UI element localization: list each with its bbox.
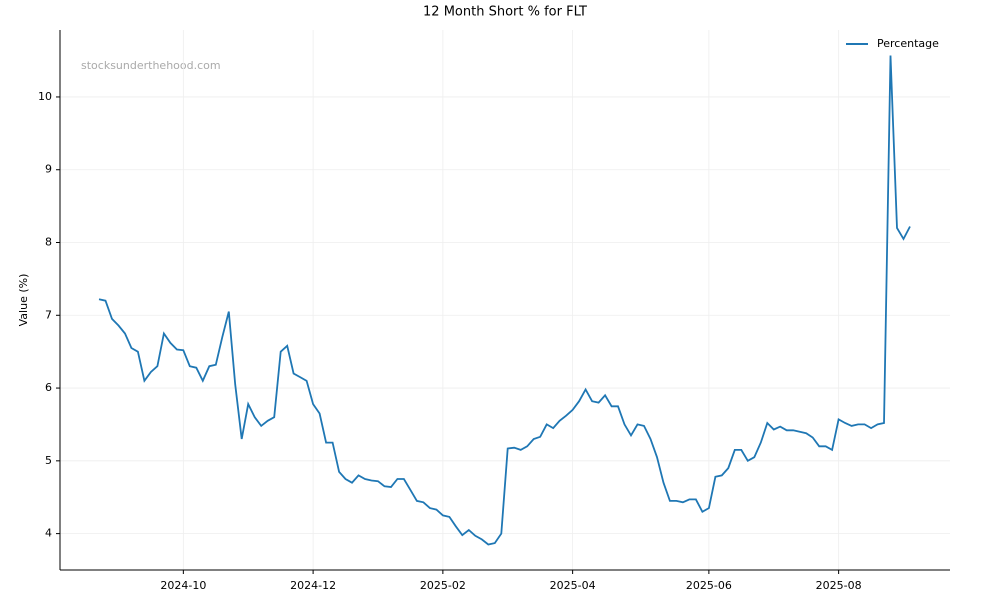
- x-tick-label: 2025-08: [816, 579, 862, 592]
- y-tick-label: 9: [45, 163, 52, 176]
- y-axis-label: Value (%): [17, 274, 30, 327]
- y-tick-label: 6: [45, 381, 52, 394]
- data-line: [98, 55, 911, 546]
- legend-label: Percentage: [877, 37, 939, 50]
- x-tick-label: 2025-04: [550, 579, 596, 592]
- x-tick-label: 2024-10: [160, 579, 206, 592]
- x-tick-label: 2024-12: [290, 579, 336, 592]
- x-tick-label: 2025-02: [420, 579, 466, 592]
- y-tick-label: 7: [45, 308, 52, 321]
- watermark: stocksunderthehood.com: [81, 59, 221, 72]
- y-tick-label: 4: [45, 527, 52, 540]
- chart-title: 12 Month Short % for FLT: [423, 5, 587, 20]
- x-tick-label: 2025-06: [686, 579, 732, 592]
- y-tick-label: 10: [38, 90, 52, 103]
- y-tick-label: 5: [45, 454, 52, 467]
- y-tick-label: 8: [45, 236, 52, 249]
